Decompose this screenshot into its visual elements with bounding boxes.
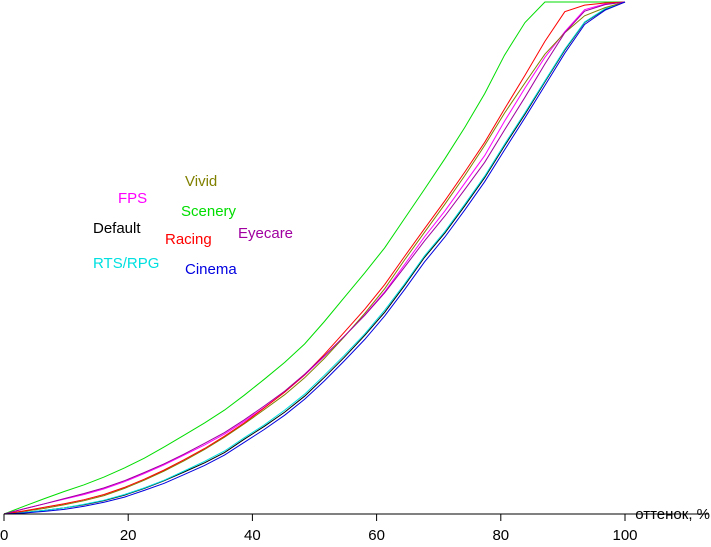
- series-layer: [3, 1, 626, 515]
- series-line-cinema: [3, 1, 626, 515]
- series-line-scenery: [3, 1, 625, 515]
- x-axis: 0 20 40 60 80 100 оттенок, %: [0, 506, 710, 544]
- series-label-eyecare: Eyecare: [238, 225, 293, 242]
- series-label-cinema: Cinema: [185, 261, 237, 278]
- series-line-rts-rpg: [3, 1, 626, 515]
- x-ticks: 0 20 40 60 80 100: [0, 514, 638, 544]
- series-label-fps: FPS: [118, 190, 147, 207]
- series-line-eyecare: [3, 1, 626, 515]
- series-label-vivid: Vivid: [185, 173, 217, 190]
- series-labels: FPS Vivid Default Scenery Racing Eyecare RTS/R…: [93, 173, 293, 278]
- x-tick-label: 80: [492, 527, 509, 542]
- x-axis-label: оттенок, %: [635, 506, 710, 523]
- series-label-racing: Racing: [165, 231, 212, 248]
- series-label-default: Default: [93, 220, 141, 237]
- x-tick-label: 100: [612, 527, 637, 542]
- series-label-scenery: Scenery: [181, 203, 237, 220]
- x-tick-label: 60: [368, 527, 385, 542]
- series-line-vivid: [3, 1, 626, 515]
- series-label-rts-rpg: RTS/RPG: [93, 255, 159, 272]
- x-tick-label: 20: [120, 527, 137, 542]
- x-tick-label: 0: [0, 527, 8, 542]
- series-line-fps: [3, 1, 626, 515]
- x-tick-label: 40: [244, 527, 261, 542]
